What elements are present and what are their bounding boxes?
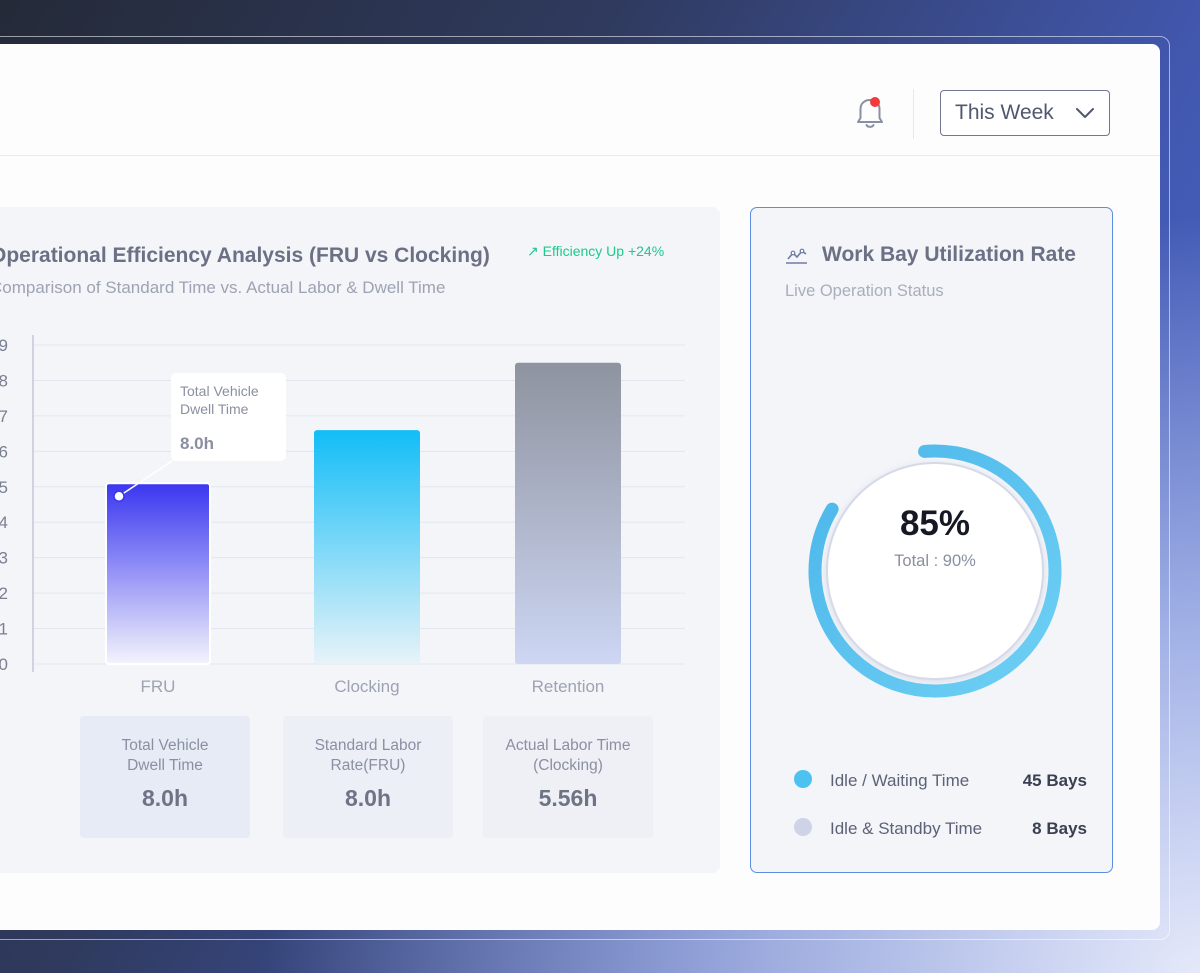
tooltip-box [171, 373, 286, 461]
bar-chart: 0 1 2 3 4 5 6 7 8 9 FRU Clocking Retention Total Vehi… [0, 335, 685, 696]
stat-value: 5.56h [538, 785, 598, 811]
tooltip-connector [118, 460, 173, 497]
y-tick-label: 4 [0, 513, 8, 532]
y-tick-label: 6 [0, 442, 8, 461]
y-tick-label: 0 [0, 655, 8, 674]
stat-label: Total Vehicle Dwell Time [121, 737, 209, 774]
y-tick-label: 7 [0, 407, 8, 426]
stat-value: 8.0h [344, 785, 392, 811]
tooltip-value: 8.0h [180, 434, 214, 453]
window-frame [0, 36, 1170, 940]
legend-value-idle-waiting: 45 Bays [1022, 771, 1087, 790]
tooltip-marker [113, 490, 125, 502]
x-tick-label: Clocking [334, 677, 399, 696]
trend-line-icon [786, 248, 807, 264]
y-tick-label: 2 [0, 584, 8, 603]
efficiency-subtitle: Comparison of Standard Time vs. Actual L… [0, 278, 446, 297]
gauge-arc [808, 444, 1062, 698]
efficiency-title: Operational Efficiency Analysis (FRU vs … [0, 244, 490, 267]
legend-dot-idle-standby [794, 818, 812, 836]
dashboard-window: This Week Operational Efficiency Analysi… [0, 44, 1160, 930]
tooltip-label: Total Vehicle [180, 383, 259, 399]
bar-retention [515, 362, 621, 664]
header-divider [913, 89, 914, 139]
efficiency-badge: ↗ Efficiency Up +24% [527, 243, 665, 259]
stat-card-actual: Actual Labor Time (Clocking) 5.56h [483, 716, 653, 838]
bell-icon[interactable] [850, 92, 890, 132]
stat-card-dwell: Total Vehicle Dwell Time 8.0h [80, 716, 250, 838]
legend-dot-idle-waiting [794, 770, 812, 788]
chevron-down-icon [1076, 108, 1094, 118]
gauge-inner-circle [826, 462, 1044, 680]
y-tick-label: 1 [0, 620, 8, 639]
period-select[interactable]: This Week [940, 90, 1110, 136]
stat-value: 8.0h [141, 785, 189, 811]
y-tick-label: 5 [0, 478, 8, 497]
gauge-total: Total : 90% [894, 552, 976, 570]
utilization-title: Work Bay Utilization Rate [822, 243, 1076, 266]
gauge-value: 85% [899, 504, 971, 543]
x-tick-label: Retention [532, 677, 605, 696]
bar-fru [105, 482, 211, 665]
stat-label: Standard Labor Rate(FRU) [314, 737, 422, 774]
bar-clocking [314, 430, 420, 664]
y-tick-label: 8 [0, 371, 8, 390]
utilization-gauge [808, 444, 1062, 698]
stat-card-standard: Standard Labor Rate(FRU) 8.0h [283, 716, 453, 838]
period-select-value: This Week [955, 101, 1054, 124]
notification-dot [870, 97, 880, 107]
legend-label-idle-standby: Idle & Standby Time [830, 819, 983, 838]
utilization-subtitle: Live Operation Status [785, 282, 944, 300]
tooltip-label: Dwell Time [180, 401, 249, 417]
stat-label: Actual Labor Time (Clocking) [505, 737, 631, 774]
y-tick-label: 9 [0, 336, 8, 355]
y-tick-label: 3 [0, 549, 8, 568]
top-bar [0, 44, 1160, 156]
x-tick-label: FRU [141, 677, 176, 696]
legend-value-idle-standby: 8 Bays [1032, 819, 1087, 838]
legend-label-idle-waiting: Idle / Waiting Time [830, 771, 970, 790]
